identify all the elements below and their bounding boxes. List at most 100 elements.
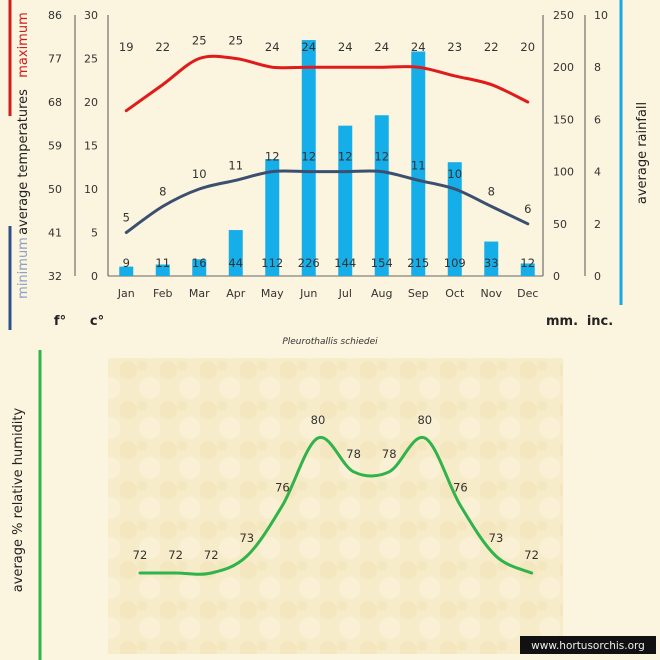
humidity-plot-background [108,358,563,654]
maximum-label: 23 [447,40,462,54]
watermark: www.hortusorchis.org [520,636,656,654]
celsius-tick: 20 [84,96,98,109]
rainfall-label: 109 [444,256,466,270]
month-tick: Mar [189,287,210,300]
maximum-label: 24 [411,40,426,54]
minimum-label: 12 [301,150,316,164]
maximum-label: 24 [265,40,280,54]
rainfall-bar-sep [411,51,426,276]
humidity-label: 78 [346,447,361,461]
celsius-tick: 0 [91,270,98,283]
chart-title: Pleurothallis schiedei [282,337,378,347]
mm-tick: 100 [553,166,574,179]
mm-tick: 50 [553,218,567,231]
maximum-temperature-line [124,54,530,113]
humidity-label: 72 [133,548,148,562]
fahrenheit-tick: 77 [48,53,62,66]
celsius-tick: 5 [91,227,98,240]
humidity-label: 72 [168,548,183,562]
rainfall-label: 226 [298,256,320,270]
month-tick: Nov [481,287,503,300]
unit-celsius: c° [90,314,104,329]
fahrenheit-tick: 32 [48,270,62,283]
maximum-axis-label: maximum [16,12,31,78]
rainfall-label: 215 [407,256,429,270]
humidity-label: 76 [453,481,468,495]
humidity-label: 72 [524,548,539,562]
month-tick: May [261,287,284,300]
humidity-chart: average % relative humidity 72 72 72 73 76 80 7… [11,350,539,660]
minimum-label: 8 [159,184,166,198]
month-tick: Dec [517,287,538,300]
unit-mm: mm. [546,314,578,329]
month-tick: Aug [371,287,392,300]
svg-text:www.hortusorchis.org: www.hortusorchis.org [531,640,645,652]
inch-tick: 0 [594,270,601,283]
month-tick: Feb [153,287,172,300]
mm-tick: 0 [553,270,560,283]
rainfall-bar-mar [192,259,207,276]
maximum-label: 22 [155,40,170,54]
rainfall-label: 112 [261,256,283,270]
humidity-label: 73 [239,531,254,545]
minimum-temperature-line [124,169,530,234]
minimum-label: 11 [228,158,243,172]
inch-tick: 10 [594,9,608,22]
humidity-axis-label: average % relative humidity [11,407,26,592]
humidity-label: 80 [417,413,432,427]
rainfall-bar-jan [119,266,134,276]
rainfall-label: 16 [192,256,207,270]
celsius-tick: 10 [84,183,98,196]
maximum-label: 25 [192,34,207,48]
rainfall-bar-apr [228,230,243,276]
minimum-label: 10 [192,167,207,181]
minimum-label: 11 [411,158,426,172]
inch-tick: 4 [594,166,601,179]
temperature-axis-label: average temperatures [16,89,31,235]
month-tick: Jan [117,287,135,300]
humidity-label: 80 [311,413,326,427]
maximum-label: 22 [484,40,499,54]
rainfall-bar-feb [155,264,170,276]
maximum-label: 24 [301,40,316,54]
mm-tick: 200 [553,61,574,74]
maximum-label: 19 [119,40,134,54]
humidity-label: 78 [382,447,397,461]
month-tick: Jun [299,287,317,300]
rainfall-axis-label: average rainfall [635,102,650,204]
minimum-label: 10 [447,167,462,181]
fahrenheit-tick: 68 [48,96,62,109]
rainfall-bar-dec [520,263,535,276]
humidity-label: 73 [489,531,504,545]
rainfall-label: 11 [155,256,170,270]
minimum-axis-label: minimum [16,237,31,299]
month-tick: Sep [408,287,429,300]
temperature-rainfall-chart: 3241505968778605101520253005010015020025… [8,0,650,330]
humidity-label: 72 [204,548,219,562]
humidity-line [138,436,534,576]
fahrenheit-tick: 41 [48,227,62,240]
celsius-tick: 25 [84,53,98,66]
rainfall-bar-may [265,159,280,276]
minimum-label: 8 [488,184,495,198]
rainfall-label: 9 [123,256,130,270]
fahrenheit-tick: 59 [48,140,62,153]
celsius-tick: 30 [84,9,98,22]
minimum-label: 12 [374,150,389,164]
maximum-label: 20 [520,40,535,54]
rainfall-bar-jun [301,40,316,276]
mm-tick: 150 [553,113,574,126]
rainfall-bar-aug [374,115,389,276]
inch-tick: 6 [594,113,601,126]
mm-tick: 250 [553,9,574,22]
maximum-label: 24 [338,40,353,54]
unit-inch: inc. [587,314,613,329]
celsius-tick: 15 [84,140,98,153]
inch-tick: 8 [594,61,601,74]
rainfall-label: 144 [334,256,356,270]
rainfall-label: 33 [484,256,499,270]
fahrenheit-tick: 86 [48,9,62,22]
fahrenheit-tick: 50 [48,183,62,196]
month-tick: Jul [338,287,352,300]
